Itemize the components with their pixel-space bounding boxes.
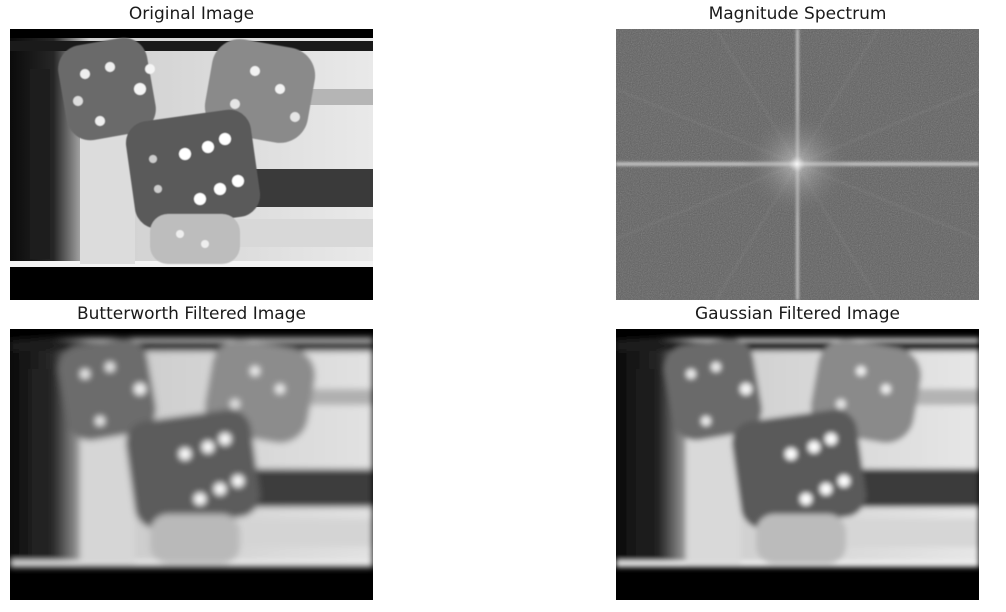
panel-title-original: Original Image — [128, 4, 255, 24]
panel-title-spectrum: Magnitude Spectrum — [708, 4, 887, 24]
butterworth-filtered-image — [10, 329, 373, 600]
original-image — [10, 29, 373, 300]
panel-title-butterworth: Butterworth Filtered Image — [77, 304, 306, 324]
panel-title-gaussian: Gaussian Filtered Image — [694, 304, 901, 324]
magnitude-spectrum-image — [616, 29, 979, 300]
gaussian-filtered-image — [616, 329, 979, 600]
